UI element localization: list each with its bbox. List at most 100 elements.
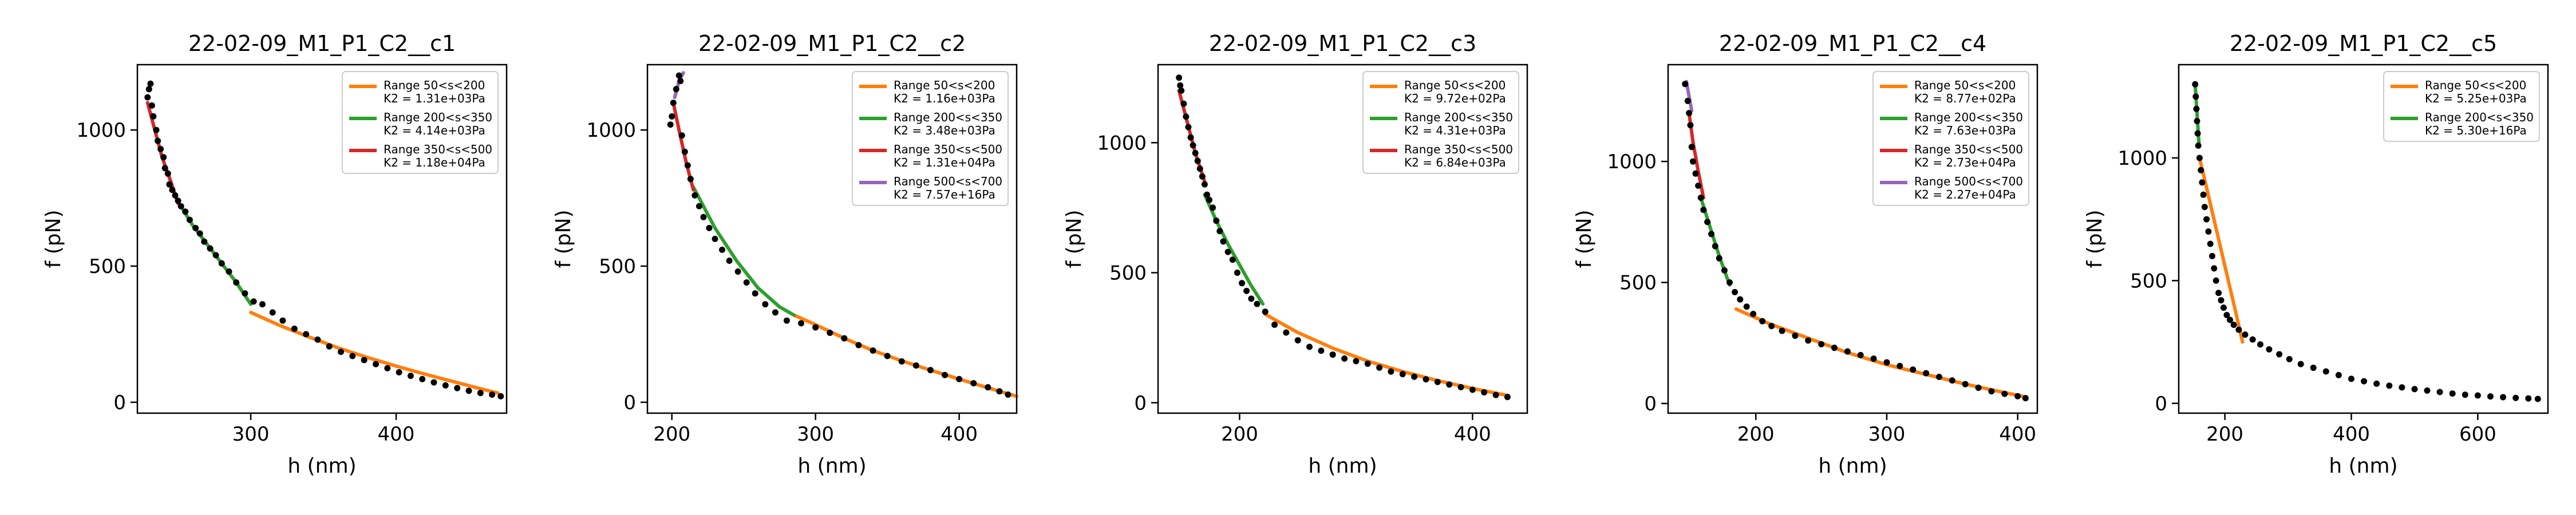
data-point	[2487, 393, 2494, 400]
chart-panel-2: 22-02-09_M1_P1_C2__c2 200 300 400 0 500 1000 h …	[552, 31, 1018, 478]
legend-entry-name: Range 350<s<500	[894, 142, 1002, 156]
data-point	[1688, 144, 1695, 150]
data-point	[898, 358, 905, 365]
data-point	[1844, 348, 1851, 355]
data-point	[164, 170, 171, 177]
data-point	[1737, 296, 1744, 303]
data-point	[1224, 248, 1231, 255]
data-point	[1721, 267, 1728, 274]
x-tick-label: 600	[2459, 423, 2496, 446]
data-point	[442, 382, 449, 389]
legend-entry-annotation: K2 = 1.31e+04Pa	[894, 156, 995, 169]
legend-entry-annotation: K2 = 7.57e+16Pa	[894, 188, 995, 201]
data-point	[1283, 329, 1290, 336]
data-point	[349, 352, 356, 359]
legend-entry-name: Range 200<s<350	[384, 110, 492, 124]
data-point	[1254, 300, 1261, 307]
y-axis-label: f (pN)	[552, 210, 575, 268]
series-line-1	[249, 311, 500, 395]
legend-entry-annotation: K2 = 2.73e+04Pa	[1914, 156, 2016, 169]
data-point	[1423, 376, 1429, 383]
data-point	[153, 126, 160, 133]
data-point	[1692, 170, 1699, 177]
data-point	[1341, 355, 1348, 362]
data-point	[338, 348, 344, 355]
data-point	[212, 252, 219, 259]
data-point	[1897, 363, 1903, 369]
y-axis-label: f (pN)	[1573, 210, 1596, 268]
chart-title: 22-02-09_M1_P1_C2__c4	[1719, 31, 1986, 56]
data-point	[855, 342, 862, 348]
data-point	[2205, 228, 2212, 235]
x-tick-label: 200	[653, 423, 690, 446]
data-point	[956, 376, 963, 382]
data-point	[419, 376, 426, 382]
data-point	[1700, 207, 1707, 213]
data-point	[1695, 183, 1702, 189]
data-point	[1687, 122, 1694, 129]
data-point	[1446, 381, 1453, 388]
data-point	[1750, 311, 1757, 318]
data-point	[1364, 360, 1371, 367]
data-point	[2235, 326, 2242, 333]
data-point	[497, 393, 504, 399]
data-point	[1492, 391, 1499, 398]
data-point	[1910, 366, 1917, 373]
data-point	[841, 335, 848, 342]
data-point	[1353, 358, 1360, 365]
data-point	[2373, 381, 2380, 387]
data-point	[678, 132, 685, 139]
y-axis-label: f (pN)	[2083, 210, 2107, 268]
data-point	[1759, 318, 1766, 324]
data-point	[681, 148, 688, 155]
legend-entry-name: Range 500<s<700	[1914, 175, 2023, 188]
data-point	[1199, 173, 1206, 180]
data-point	[160, 154, 167, 161]
data-point	[2525, 395, 2532, 402]
data-point	[2218, 297, 2225, 304]
data-point	[2257, 341, 2263, 348]
data-point	[177, 203, 184, 209]
legend-entry-annotation: K2 = 7.63e+03Pa	[1914, 124, 2016, 137]
y-tick-label: 1000	[1607, 150, 1657, 173]
data-point	[2220, 304, 2227, 311]
data-point	[1201, 181, 1208, 188]
data-point	[1857, 352, 1864, 358]
data-point	[2512, 394, 2519, 401]
data-point	[1712, 243, 1718, 249]
data-point	[2310, 365, 2317, 371]
legend-entry-name: Range 500<s<700	[894, 175, 1002, 188]
data-point	[2194, 130, 2201, 137]
data-point	[1936, 374, 1942, 381]
data-point	[157, 146, 164, 152]
data-point	[2322, 368, 2329, 375]
data-point	[700, 213, 707, 220]
legend-entry-name: Range 200<s<350	[2425, 110, 2534, 124]
legend-entry-annotation: K2 = 3.48e+03Pa	[894, 124, 995, 137]
data-point	[2436, 389, 2443, 395]
data-point	[1743, 303, 1750, 310]
data-point	[361, 356, 368, 363]
data-point	[1216, 228, 1223, 235]
legend-entry-annotation: K2 = 1.18e+04Pa	[384, 156, 485, 169]
legend-entry-name: Range 200<s<350	[1914, 110, 2023, 124]
data-point	[706, 225, 713, 231]
data-point	[250, 298, 257, 305]
data-point	[1187, 134, 1194, 141]
data-point	[1469, 386, 1476, 393]
data-point	[384, 365, 391, 371]
data-point	[912, 362, 919, 369]
data-point	[2198, 167, 2204, 173]
data-point	[145, 86, 152, 93]
data-point	[147, 80, 154, 87]
y-tick-label: 1000	[2117, 147, 2167, 170]
data-point	[407, 373, 414, 379]
legend-entry-name: Range 350<s<500	[1404, 142, 1513, 156]
legend-entry-annotation: K2 = 4.14e+03Pa	[384, 124, 485, 137]
data-point	[2230, 322, 2237, 328]
data-point	[1306, 343, 1313, 350]
data-point	[734, 268, 741, 275]
